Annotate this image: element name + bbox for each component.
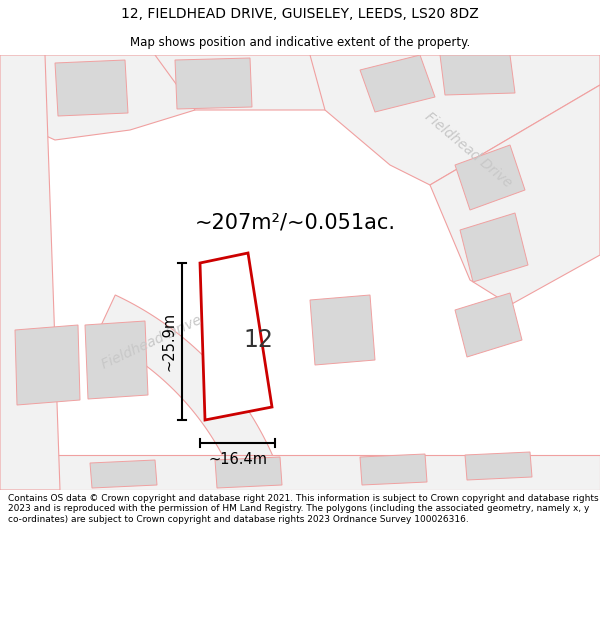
Polygon shape: [200, 253, 272, 420]
Polygon shape: [310, 295, 375, 365]
Polygon shape: [215, 457, 282, 488]
Text: Map shows position and indicative extent of the property.: Map shows position and indicative extent…: [130, 36, 470, 49]
Polygon shape: [0, 455, 600, 490]
Text: ~16.4m: ~16.4m: [208, 451, 267, 466]
Polygon shape: [465, 452, 532, 480]
Polygon shape: [360, 55, 435, 112]
Polygon shape: [96, 295, 281, 491]
Polygon shape: [15, 325, 80, 405]
Polygon shape: [0, 55, 195, 140]
Polygon shape: [175, 58, 252, 109]
Polygon shape: [430, 85, 600, 305]
Polygon shape: [155, 55, 340, 110]
Text: Fieldhead Drive: Fieldhead Drive: [422, 109, 514, 191]
Text: Fieldhead Drive: Fieldhead Drive: [100, 312, 204, 371]
Text: 12: 12: [243, 328, 273, 352]
Text: ~207m²/~0.051ac.: ~207m²/~0.051ac.: [194, 213, 395, 233]
Polygon shape: [85, 321, 148, 399]
Polygon shape: [310, 55, 600, 185]
Polygon shape: [55, 60, 128, 116]
Polygon shape: [455, 145, 525, 210]
Polygon shape: [460, 213, 528, 282]
Text: 12, FIELDHEAD DRIVE, GUISELEY, LEEDS, LS20 8DZ: 12, FIELDHEAD DRIVE, GUISELEY, LEEDS, LS…: [121, 7, 479, 21]
Polygon shape: [455, 293, 522, 357]
Polygon shape: [360, 454, 427, 485]
Text: Contains OS data © Crown copyright and database right 2021. This information is : Contains OS data © Crown copyright and d…: [8, 494, 598, 524]
Polygon shape: [90, 460, 157, 488]
Polygon shape: [0, 55, 60, 490]
Text: ~25.9m: ~25.9m: [161, 312, 176, 371]
Polygon shape: [440, 55, 515, 95]
